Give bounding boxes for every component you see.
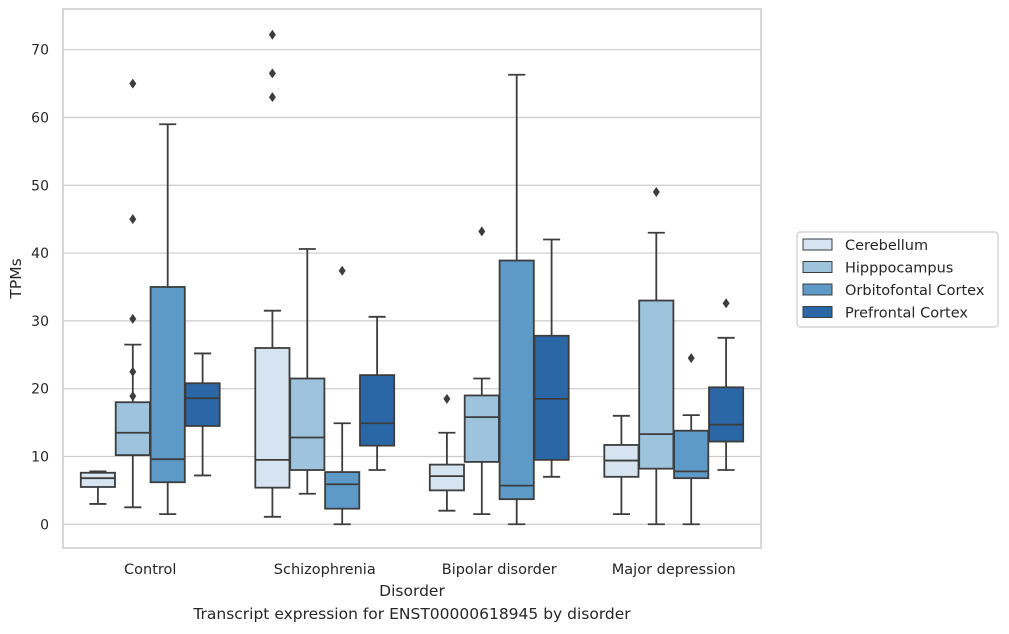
- box: [673, 429, 710, 480]
- y-tick-label: 30: [31, 314, 49, 330]
- box: [498, 259, 535, 501]
- box: [708, 386, 745, 443]
- box: [289, 377, 326, 471]
- x-tick-label: Bipolar disorder: [442, 562, 557, 578]
- box: [324, 471, 361, 510]
- legend-label: Prefrontal Cortex: [845, 306, 968, 322]
- legend-swatch: [802, 306, 833, 318]
- y-tick-label: 20: [31, 382, 49, 398]
- outlier-point: [478, 226, 486, 237]
- outlier-point: [268, 68, 276, 79]
- y-tick-label: 70: [31, 43, 49, 59]
- box: [79, 471, 116, 488]
- box: [149, 286, 186, 484]
- legend-label: Cerebellum: [845, 238, 928, 254]
- outlier-point: [652, 187, 660, 198]
- x-tick-label: Major depression: [612, 562, 736, 578]
- x-axis-label: Disorder: [379, 582, 445, 600]
- legend-swatch: [802, 283, 833, 296]
- y-tick-label: 0: [40, 517, 49, 533]
- chart-caption: Transcript expression for ENST0000061894…: [193, 605, 631, 623]
- outlier-point: [687, 353, 695, 364]
- legend-swatch: [802, 261, 833, 273]
- y-tick-label: 10: [31, 449, 49, 465]
- box: [463, 394, 500, 463]
- legend-label: Hipppocampus: [845, 261, 953, 277]
- x-tick-label: Control: [124, 562, 176, 578]
- outlier-point: [129, 391, 137, 402]
- box: [359, 374, 396, 447]
- legend-swatch: [802, 238, 833, 251]
- box: [114, 401, 151, 457]
- y-tick-label: 40: [31, 246, 49, 262]
- y-tick-label: 60: [31, 110, 49, 126]
- y-tick-label: 50: [31, 178, 49, 194]
- outlier-point: [129, 78, 137, 89]
- legend-label: Orbitofontal Cortex: [845, 283, 985, 299]
- legend-box: [796, 231, 999, 328]
- outlier-point: [268, 29, 276, 40]
- box: [254, 347, 291, 489]
- outlier-point: [129, 366, 137, 377]
- outlier-point: [722, 298, 730, 309]
- box: [638, 299, 675, 470]
- y-axis-label: TPMs: [7, 258, 25, 299]
- outlier-point: [338, 265, 346, 276]
- box: [428, 463, 465, 492]
- box: [533, 334, 570, 461]
- outlier-point: [443, 393, 451, 404]
- outlier-point: [129, 313, 137, 324]
- plot-frame: [62, 8, 762, 549]
- box: [184, 382, 221, 427]
- x-tick-label: Schizophrenia: [274, 562, 376, 578]
- outlier-point: [268, 92, 276, 103]
- outlier-point: [129, 214, 137, 225]
